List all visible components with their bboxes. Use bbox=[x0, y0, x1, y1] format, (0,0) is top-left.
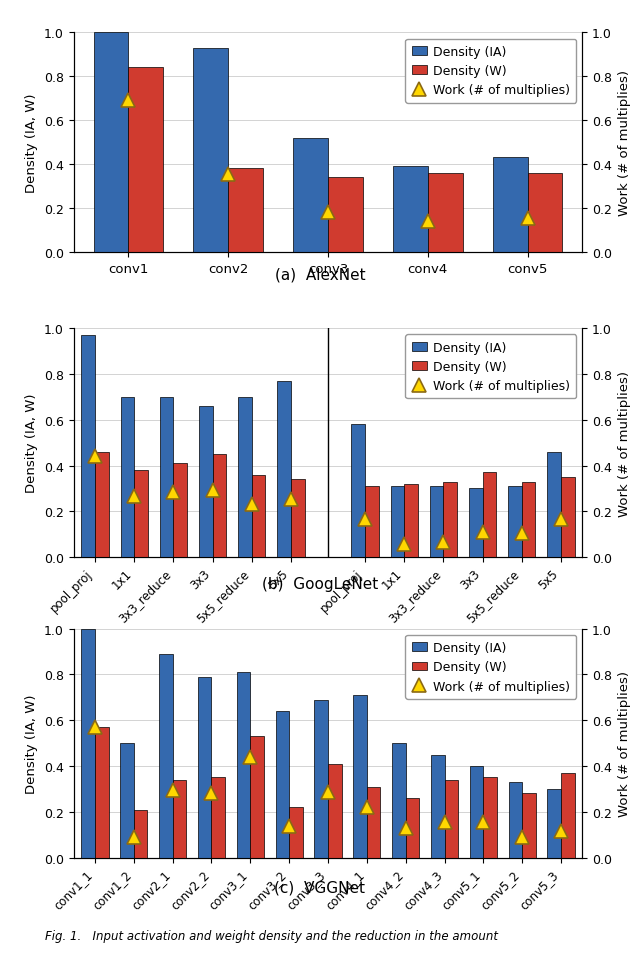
Text: inception_5b: inception_5b bbox=[423, 677, 503, 689]
Bar bbox=[238, 397, 252, 558]
Bar bbox=[561, 773, 575, 858]
Bar bbox=[237, 673, 250, 858]
Bar bbox=[483, 778, 497, 858]
Bar bbox=[444, 482, 457, 558]
Bar bbox=[470, 766, 483, 858]
Y-axis label: Density (IA, W): Density (IA, W) bbox=[26, 93, 38, 193]
Bar bbox=[328, 764, 342, 858]
Bar bbox=[93, 33, 129, 253]
Bar bbox=[277, 381, 291, 558]
Bar bbox=[250, 737, 264, 858]
Text: (c)  VGGNet: (c) VGGNet bbox=[275, 880, 365, 895]
Bar bbox=[120, 397, 134, 558]
Bar bbox=[547, 789, 561, 858]
Text: inception_3a: inception_3a bbox=[153, 677, 233, 689]
Bar bbox=[508, 487, 522, 558]
Bar bbox=[469, 489, 483, 558]
Bar bbox=[406, 799, 419, 858]
Bar bbox=[291, 479, 305, 558]
Bar bbox=[353, 696, 367, 858]
Bar bbox=[522, 794, 536, 858]
Bar bbox=[293, 138, 328, 253]
Bar bbox=[81, 335, 95, 558]
Bar bbox=[159, 654, 173, 858]
Bar bbox=[392, 743, 406, 858]
Bar bbox=[527, 173, 563, 253]
Text: Fig. 1.   Input activation and weight density and the reduction in the amount: Fig. 1. Input activation and weight dens… bbox=[45, 928, 498, 942]
Legend: Density (IA), Density (W), Work (# of multiplies): Density (IA), Density (W), Work (# of mu… bbox=[405, 335, 576, 399]
Bar bbox=[561, 477, 575, 558]
Bar bbox=[199, 407, 212, 558]
Text: (b)  GoogLeNet: (b) GoogLeNet bbox=[262, 577, 378, 592]
Y-axis label: Work (# of multiplies): Work (# of multiplies) bbox=[618, 670, 630, 817]
Y-axis label: Density (IA, W): Density (IA, W) bbox=[26, 694, 38, 793]
Bar bbox=[252, 476, 266, 558]
Bar bbox=[483, 473, 496, 558]
Bar bbox=[522, 482, 536, 558]
Legend: Density (IA), Density (W), Work (# of multiplies): Density (IA), Density (W), Work (# of mu… bbox=[405, 636, 576, 700]
Bar bbox=[129, 69, 163, 253]
Bar bbox=[547, 453, 561, 558]
Bar bbox=[429, 487, 444, 558]
Bar bbox=[134, 471, 148, 558]
Bar bbox=[314, 700, 328, 858]
Bar bbox=[198, 677, 211, 858]
Bar bbox=[276, 711, 289, 858]
Bar bbox=[493, 158, 527, 253]
Bar bbox=[509, 782, 522, 858]
Bar bbox=[393, 167, 428, 253]
Bar bbox=[134, 810, 147, 858]
Bar bbox=[211, 778, 225, 858]
Y-axis label: Work (# of multiplies): Work (# of multiplies) bbox=[618, 370, 630, 517]
Bar bbox=[428, 173, 463, 253]
Bar bbox=[390, 487, 404, 558]
Legend: Density (IA), Density (W), Work (# of multiplies): Density (IA), Density (W), Work (# of mu… bbox=[405, 40, 576, 104]
Bar bbox=[81, 629, 95, 858]
Bar bbox=[160, 397, 173, 558]
Bar bbox=[328, 178, 363, 253]
Bar bbox=[367, 787, 380, 858]
Bar bbox=[193, 49, 228, 253]
Bar bbox=[173, 464, 187, 558]
Bar bbox=[173, 780, 186, 858]
Text: (a)  AlexNet: (a) AlexNet bbox=[275, 267, 365, 282]
Y-axis label: Density (IA, W): Density (IA, W) bbox=[26, 394, 38, 493]
Bar bbox=[228, 170, 263, 253]
Bar bbox=[289, 807, 303, 858]
Y-axis label: Work (# of multiplies): Work (# of multiplies) bbox=[618, 70, 630, 216]
Bar bbox=[95, 727, 109, 858]
Bar bbox=[351, 425, 365, 558]
Bar bbox=[212, 455, 227, 558]
Bar bbox=[431, 755, 445, 858]
Bar bbox=[365, 487, 379, 558]
Bar bbox=[120, 743, 134, 858]
Bar bbox=[445, 780, 458, 858]
Bar bbox=[404, 484, 418, 558]
Bar bbox=[95, 453, 109, 558]
